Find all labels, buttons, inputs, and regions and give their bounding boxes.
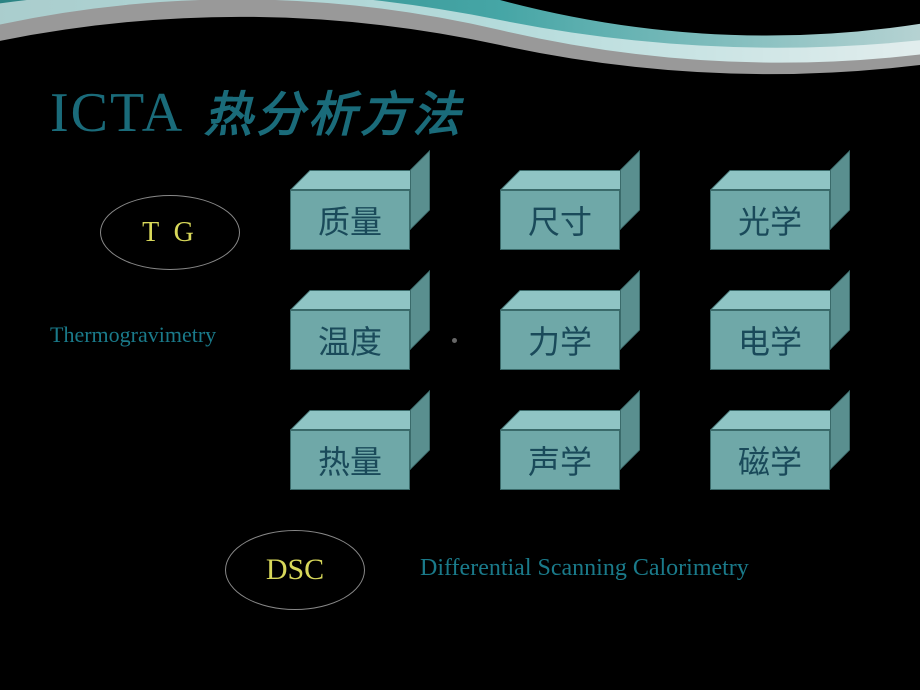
title-icta: ICTA — [50, 81, 184, 145]
title-chinese: 热分析方法 — [204, 75, 464, 145]
slide-title: ICTA 热分析方法 — [50, 75, 464, 145]
label-dsc-full: Differential Scanning Calorimetry — [420, 555, 749, 582]
callout-tg-bubble: T G — [100, 195, 240, 270]
box-label-0: 质量 — [290, 190, 410, 250]
callout-dsc-bubble: DSC — [225, 530, 365, 610]
center-dot — [452, 338, 457, 343]
callout-tg-text: T G — [142, 217, 198, 249]
callout-dsc-text: DSC — [266, 553, 324, 587]
box-label-2: 光学 — [710, 190, 830, 250]
box-6: 热量 — [290, 430, 410, 490]
box-label-1: 尺寸 — [500, 190, 620, 250]
label-thermogravimetry: Thermogravimetry — [50, 322, 216, 348]
box-label-6: 热量 — [290, 430, 410, 490]
box-label-5: 电学 — [710, 310, 830, 370]
box-7: 声学 — [500, 430, 620, 490]
box-8: 磁学 — [710, 430, 830, 490]
box-2: 光学 — [710, 190, 830, 250]
box-3: 温度 — [290, 310, 410, 370]
box-1: 尺寸 — [500, 190, 620, 250]
box-label-8: 磁学 — [710, 430, 830, 490]
box-0: 质量 — [290, 190, 410, 250]
box-label-4: 力学 — [500, 310, 620, 370]
box-label-3: 温度 — [290, 310, 410, 370]
box-label-7: 声学 — [500, 430, 620, 490]
box-4: 力学 — [500, 310, 620, 370]
box-5: 电学 — [710, 310, 830, 370]
